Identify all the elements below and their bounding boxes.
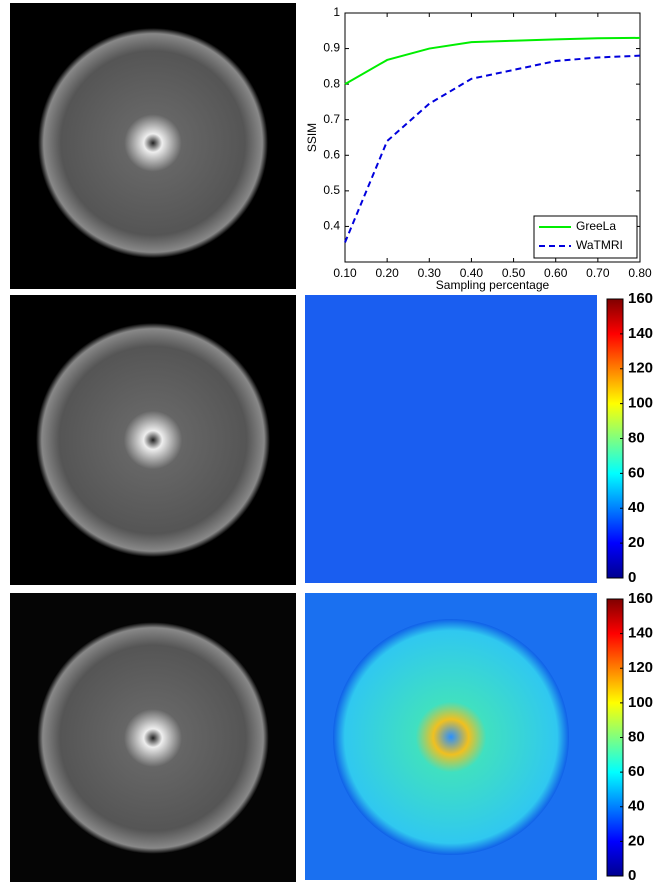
colorbar-tick-label: 60 xyxy=(628,464,645,481)
x-tick-label: 0.80 xyxy=(628,266,652,280)
colorbar-tick-label: 120 xyxy=(628,360,653,377)
colorbar-tick-label: 140 xyxy=(628,325,653,342)
x-axis-label: Sampling percentage xyxy=(436,278,550,292)
colorbar-tick-label: 0 xyxy=(628,569,636,586)
y-tick-label: 0.6 xyxy=(323,147,340,161)
colorbar-tick-label: 80 xyxy=(628,429,645,446)
legend-label: WaTMRI xyxy=(576,238,623,252)
figure: 0.40.50.60.70.80.910.100.200.300.400.500… xyxy=(0,0,669,882)
image-content xyxy=(36,323,270,557)
colorbar-tick-label: 160 xyxy=(628,290,653,307)
y-axis-label: SSIM xyxy=(305,123,319,152)
colorbar-tick-label: 20 xyxy=(628,534,645,551)
error-maps xyxy=(305,295,597,880)
colorbar-tick-label: 140 xyxy=(628,625,653,642)
page: 0.40.50.60.70.80.910.100.200.300.400.500… xyxy=(0,0,669,882)
colorbar: 0 20 40 60 80 100 120 140 160 xyxy=(607,590,653,882)
x-tick-label: 0.20 xyxy=(375,266,399,280)
x-tick-label: 0.10 xyxy=(333,266,357,280)
colorbar: 0 20 40 60 80 100 120 140 160 xyxy=(607,290,653,586)
error-map xyxy=(305,295,597,583)
left-images xyxy=(10,3,296,882)
x-tick-label: 0.70 xyxy=(586,266,610,280)
colorbar-tick-label: 100 xyxy=(628,395,653,412)
colorbar-tick-label: 80 xyxy=(628,728,645,745)
y-tick-label: 1 xyxy=(333,5,340,19)
image-content xyxy=(37,622,269,854)
colorbar-tick-label: 40 xyxy=(628,798,645,815)
image-content xyxy=(38,28,268,258)
colorbar-tick-label: 120 xyxy=(628,659,653,676)
y-tick-label: 0.9 xyxy=(323,41,340,55)
y-tick-label: 0.7 xyxy=(323,112,340,126)
colorbar-tick-label: 20 xyxy=(628,832,645,849)
colorbar-tick-label: 40 xyxy=(628,499,645,516)
colorbar-tick-label: 100 xyxy=(628,694,653,711)
colorbar-tick-label: 60 xyxy=(628,763,645,780)
colorbar-tick-label: 0 xyxy=(628,867,636,882)
y-tick-label: 0.5 xyxy=(323,183,340,197)
y-tick-label: 0.4 xyxy=(323,219,340,233)
colorbar-tick-label: 160 xyxy=(628,590,653,607)
y-tick-label: 0.8 xyxy=(323,76,340,90)
error-map-content xyxy=(333,619,569,855)
legend-label: GreeLa xyxy=(576,219,616,233)
